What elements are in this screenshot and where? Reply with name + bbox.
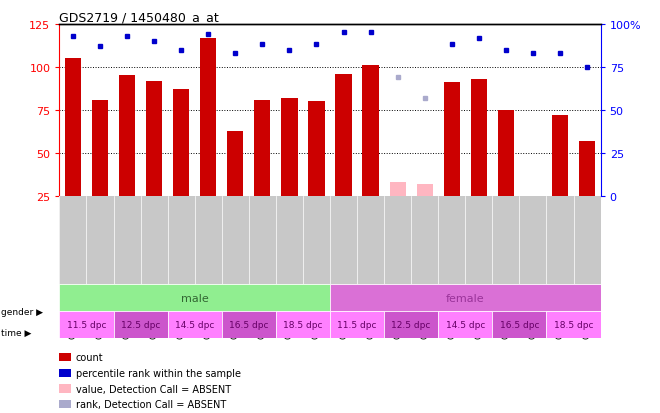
Text: GDS2719 / 1450480_a_at: GDS2719 / 1450480_a_at [59, 11, 219, 24]
Bar [384, 312, 438, 339]
Text: 11.5 dpc: 11.5 dpc [67, 320, 106, 330]
Text: 16.5 dpc: 16.5 dpc [500, 320, 539, 330]
Bar [254, 100, 271, 197]
Bar [276, 312, 330, 339]
Bar [200, 38, 216, 197]
Bar [59, 312, 114, 339]
Bar [65, 59, 81, 197]
Bar [59, 285, 330, 312]
Text: 14.5 dpc: 14.5 dpc [446, 320, 485, 330]
Bar [552, 116, 568, 197]
Bar [227, 131, 244, 197]
Text: 12.5 dpc: 12.5 dpc [121, 320, 160, 330]
Bar [308, 102, 325, 197]
Text: male: male [181, 293, 209, 303]
Text: time ▶: time ▶ [1, 328, 31, 337]
Bar [416, 185, 433, 197]
Bar [330, 285, 601, 312]
Bar [92, 100, 108, 197]
Text: 16.5 dpc: 16.5 dpc [229, 320, 269, 330]
Text: 11.5 dpc: 11.5 dpc [337, 320, 377, 330]
Text: 14.5 dpc: 14.5 dpc [175, 320, 214, 330]
Bar [579, 142, 595, 197]
Bar [281, 99, 298, 197]
Text: female: female [446, 293, 484, 303]
Bar [471, 80, 487, 197]
Text: count: count [76, 352, 104, 362]
Text: 18.5 dpc: 18.5 dpc [283, 320, 323, 330]
Bar [438, 312, 492, 339]
Text: 12.5 dpc: 12.5 dpc [391, 320, 431, 330]
Bar [444, 83, 460, 197]
Bar [335, 75, 352, 197]
Bar [222, 312, 276, 339]
Bar [389, 183, 406, 197]
Text: percentile rank within the sample: percentile rank within the sample [76, 368, 241, 378]
Bar [146, 81, 162, 197]
Bar [492, 312, 546, 339]
Bar [498, 111, 514, 197]
Text: value, Detection Call = ABSENT: value, Detection Call = ABSENT [76, 384, 231, 394]
Text: rank, Detection Call = ABSENT: rank, Detection Call = ABSENT [76, 399, 226, 409]
Text: 18.5 dpc: 18.5 dpc [554, 320, 593, 330]
Bar [168, 312, 222, 339]
Bar [119, 76, 135, 197]
Bar [173, 90, 189, 197]
Bar [362, 66, 379, 197]
Bar [330, 312, 384, 339]
Bar [546, 312, 601, 339]
Text: gender ▶: gender ▶ [1, 307, 43, 316]
Bar [114, 312, 168, 339]
